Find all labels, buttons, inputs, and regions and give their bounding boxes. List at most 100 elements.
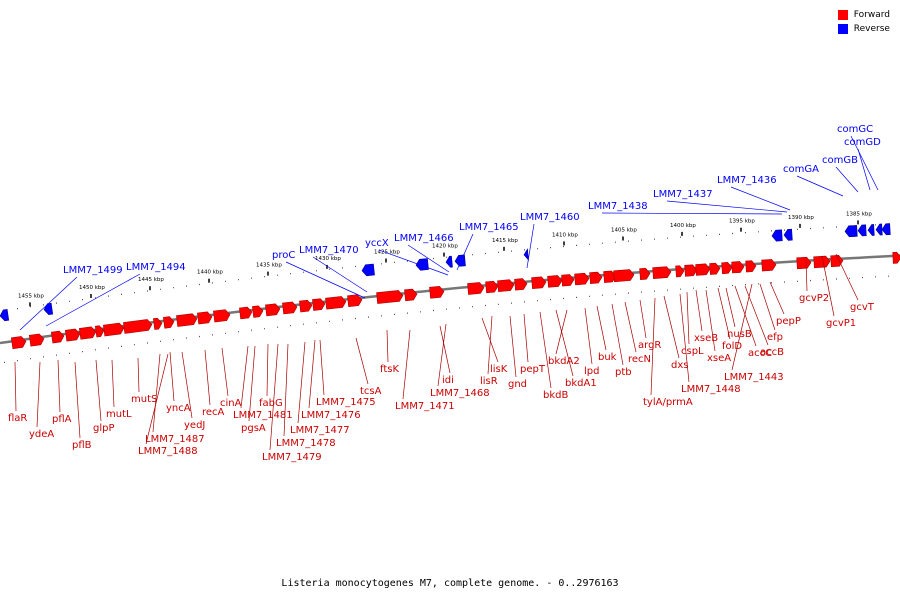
forward-leader-line (596, 305, 607, 351)
forward-leader-line (57, 359, 61, 413)
forward-leader-line (725, 287, 736, 328)
reverse-leader-line (45, 273, 141, 327)
legend-item-reverse: Reverse (837, 22, 890, 36)
forward-leader-line (437, 323, 447, 387)
forward-leader-line (355, 337, 369, 385)
forward-leader-line (821, 255, 835, 317)
forward-leader-line (137, 357, 140, 393)
forward-leader-line (386, 329, 389, 363)
forward-gene-arrow (153, 317, 163, 330)
ruler-label: 1435 kbp (256, 263, 282, 269)
reverse-gene-arrow (867, 224, 875, 236)
reverse-swatch-icon (837, 24, 848, 34)
forward-gene-arrow (709, 262, 721, 275)
forward-leader-line (805, 259, 808, 292)
forward-gene-arrow (675, 265, 685, 278)
forward-gene-label: recA (202, 407, 225, 418)
reverse-leader-line (19, 276, 78, 331)
forward-gene-arrow (721, 262, 733, 275)
forward-leader-line (402, 329, 411, 400)
forward-leader-line (695, 289, 703, 332)
reverse-leader-line (835, 166, 859, 193)
reverse-gene-label: LMM7_1465 (459, 222, 519, 233)
forward-gene-label: lisK (490, 364, 508, 375)
forward-gene-arrow (325, 296, 347, 310)
reverse-gene-arrow (0, 309, 10, 322)
forward-gene-label: LMM7_1478 (276, 438, 336, 449)
forward-gene-label: pflB (72, 440, 92, 451)
forward-gene-arrow (213, 309, 231, 323)
reverse-leader-line (378, 249, 449, 276)
forward-leader-line (650, 297, 656, 396)
reverse-gene-label: comGB (822, 155, 858, 166)
reverse-gene-label: LMM7_1466 (394, 233, 454, 244)
reverse-leader-line (407, 244, 450, 273)
forward-gene-label: pflA (52, 414, 72, 425)
forward-gene-label: LMM7_1476 (301, 410, 361, 421)
forward-leader-line (759, 283, 776, 331)
reverse-leader-line (666, 200, 788, 213)
forward-gene-label: tylA/prmA (643, 397, 693, 408)
forward-gene-arrow (79, 326, 97, 340)
forward-gene-arrow (731, 261, 745, 274)
map-caption: Listeria monocytogenes M7, complete geno… (281, 578, 619, 589)
forward-gene-label: gcvP1 (826, 318, 856, 329)
forward-leader-line (221, 347, 229, 397)
ruler-label: 1455 kbp (18, 293, 44, 299)
reverse-gene-label: LMM7_1494 (126, 262, 186, 273)
forward-leader-line (169, 351, 175, 402)
forward-gene-arrow (561, 274, 575, 287)
forward-gene-arrow (892, 251, 900, 264)
forward-gene-label: gnd (508, 379, 527, 390)
reverse-gene-arrow (454, 254, 466, 267)
reverse-gene-label: yccX (365, 238, 389, 249)
forward-gene-arrow (239, 306, 253, 320)
ruler-label: 1400 kbp (670, 223, 696, 229)
ruler-label: 1425 kbp (374, 250, 400, 256)
ruler-label: 1385 kbp (846, 211, 872, 217)
forward-gene-arrow (514, 278, 528, 291)
forward-gene-arrow (299, 299, 313, 313)
ruler-label: 1395 kbp (729, 219, 755, 225)
forward-gene-label: pepP (776, 316, 801, 327)
reverse-gene-arrow (415, 258, 429, 271)
forward-gene-label: bkdA1 (565, 378, 597, 389)
forward-gene-label: xseB (694, 333, 718, 344)
reverse-gene-label: proC (272, 250, 295, 261)
forward-gene-label: folD (722, 341, 742, 352)
forward-gene-label: LMM7_1471 (395, 401, 455, 412)
forward-gene-arrow (684, 264, 698, 277)
forward-leader-line (539, 311, 552, 389)
forward-gene-label: yncA (166, 403, 191, 414)
forward-leader-line (744, 285, 769, 346)
forward-gene-arrow (404, 288, 418, 302)
forward-gene-label: ydeA (29, 429, 54, 440)
forward-gene-arrow (761, 259, 777, 272)
forward-gene-label: ftsK (380, 364, 399, 375)
ruler-label: 1440 kbp (197, 270, 223, 276)
forward-gene-arrow (695, 263, 711, 276)
forward-gene-arrow (589, 271, 603, 284)
forward-gene-label: LMM7_1487 (145, 434, 205, 445)
ruler-label: 1420 kbp (432, 244, 458, 250)
forward-gene-arrow (163, 316, 175, 329)
forward-leader-line (555, 309, 568, 355)
forward-gene-label: idi (442, 375, 454, 386)
reverse-gene-label: LMM7_1460 (520, 212, 580, 223)
forward-gene-label: cinA (220, 398, 242, 409)
forward-leader-line (439, 325, 451, 374)
forward-gene-label: nusB (727, 329, 752, 340)
forward-gene-label: gcvT (850, 302, 875, 313)
reverse-leader-line (312, 256, 368, 293)
forward-leader-line (297, 341, 306, 424)
forward-leader-line (152, 353, 161, 433)
ruler-label: 1450 kbp (79, 285, 105, 291)
forward-gene-label: pgsA (241, 423, 266, 434)
forward-gene-label: lpd (584, 366, 599, 377)
forward-gene-label: LMM7_1448 (681, 384, 741, 395)
reverse-leader-line (456, 233, 474, 271)
reverse-gene-arrow (523, 248, 529, 261)
forward-gene-arrow (376, 290, 404, 304)
forward-leader-line (487, 315, 493, 375)
